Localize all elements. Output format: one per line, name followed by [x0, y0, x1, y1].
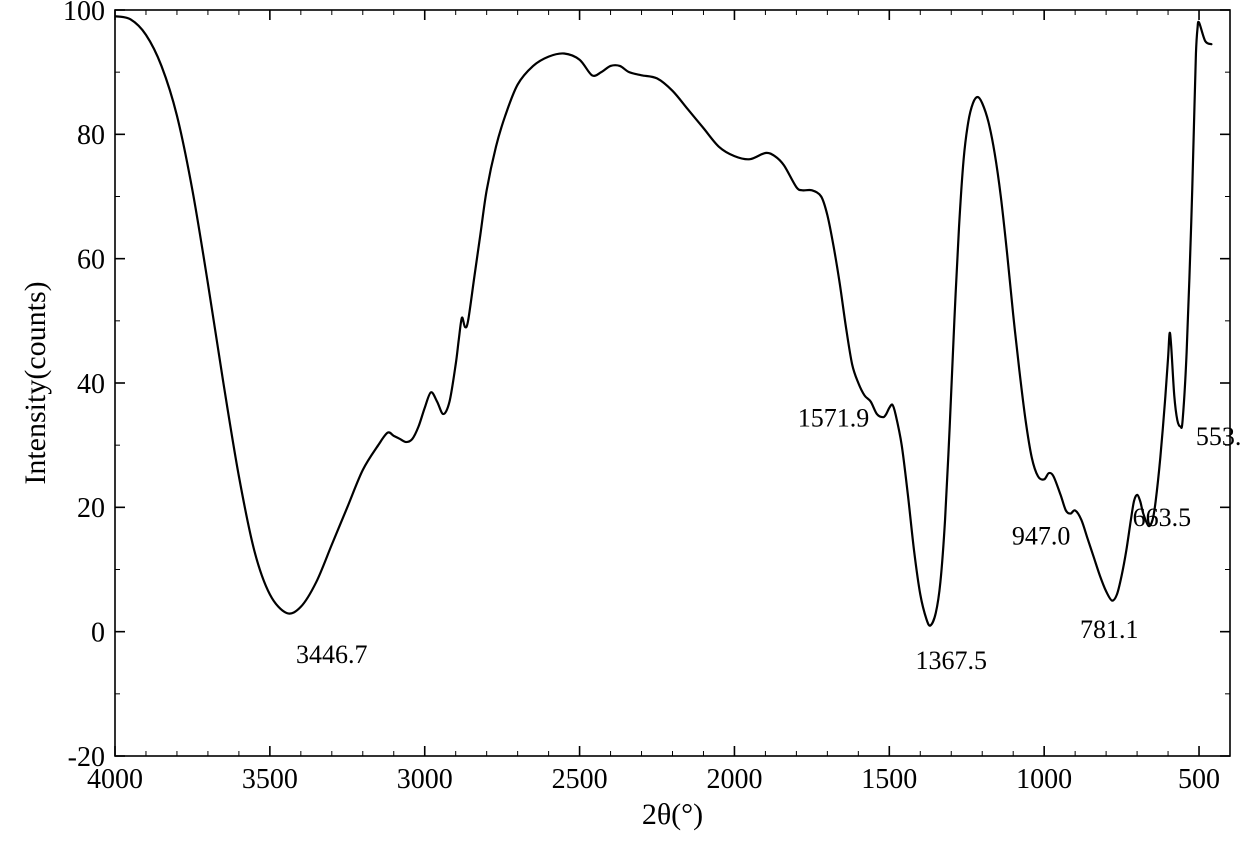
peak-annotation: 1367.5 — [916, 646, 988, 675]
y-tick-label: 40 — [77, 369, 105, 400]
x-tick-label: 500 — [1178, 764, 1220, 795]
peak-annotation: 3446.7 — [296, 640, 368, 669]
y-tick-label: 0 — [91, 617, 105, 648]
peak-annotation: 947.0 — [1012, 522, 1071, 551]
peak-annotation: 1571.9 — [798, 404, 870, 433]
peak-annotation: 553.6 — [1196, 422, 1240, 451]
x-tick-label: 3500 — [242, 764, 298, 795]
y-tick-label: 100 — [63, 0, 105, 27]
y-axis-label: Intensity(counts) — [19, 281, 52, 484]
x-axis-label: 2θ(°) — [642, 798, 703, 831]
x-tick-label: 1000 — [1016, 764, 1072, 795]
x-tick-label: 3000 — [397, 764, 453, 795]
x-tick-label: 2500 — [552, 764, 608, 795]
chart-svg: 4000350030002500200015001000500-20020406… — [0, 0, 1240, 846]
y-tick-label: 60 — [77, 244, 105, 275]
y-tick-label: 20 — [77, 493, 105, 524]
x-tick-label: 2000 — [706, 764, 762, 795]
peak-annotation: 781.1 — [1080, 615, 1139, 644]
plot-border — [115, 10, 1230, 756]
spectrum-chart: 4000350030002500200015001000500-20020406… — [0, 0, 1240, 846]
y-tick-label: 80 — [77, 120, 105, 151]
y-tick-label: -20 — [68, 742, 105, 773]
peak-annotation: 663.5 — [1133, 503, 1192, 532]
x-tick-label: 1500 — [861, 764, 917, 795]
